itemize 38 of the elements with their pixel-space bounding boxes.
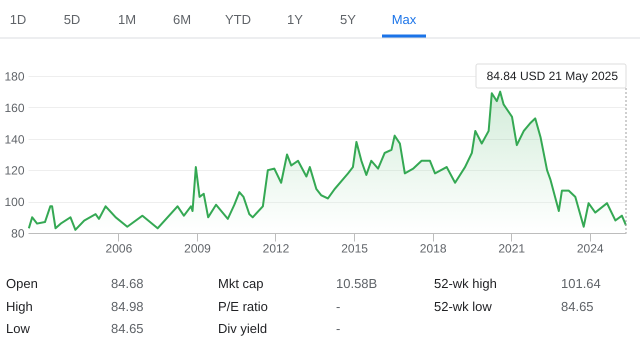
text: 10.58B: [336, 276, 378, 291]
x-tick-label: 2015: [341, 242, 368, 256]
text: -: [336, 299, 340, 314]
x-tick-label: 2024: [576, 242, 604, 256]
text: Div yield: [218, 321, 268, 336]
text: P/E ratio: [218, 299, 268, 314]
text: 84.65: [111, 321, 144, 336]
text: 6M: [172, 12, 192, 27]
y-tick-label: 80: [11, 226, 25, 240]
text: 101.64: [561, 276, 601, 291]
text: 52-wk high: [434, 276, 497, 291]
text: 52-wk low: [434, 299, 492, 314]
text: 84.68: [111, 276, 144, 291]
text: 84.65: [561, 299, 594, 314]
text: 1D: [10, 12, 26, 27]
y-tick-label: 100: [4, 195, 25, 210]
x-tick-label: 2021: [498, 242, 526, 256]
y-tick-label: 180: [4, 70, 25, 84]
text: 84.98: [111, 299, 144, 314]
text: Open: [6, 276, 38, 291]
text: 5Y: [340, 12, 356, 27]
ref-line-label: 84.84 USD 21 May 2025: [486, 69, 618, 83]
text: 1Y: [287, 12, 304, 27]
text: 1M: [118, 12, 136, 27]
x-tick-label: 2006: [106, 242, 133, 256]
text: -: [336, 321, 340, 336]
text: YTD: [225, 12, 251, 27]
text: Max: [392, 12, 417, 27]
x-tick-label: 2012: [262, 242, 290, 256]
y-tick-label: 120: [4, 164, 25, 178]
x-tick-label: 2018: [420, 242, 447, 256]
text: High: [6, 299, 33, 314]
text: 5D: [64, 12, 80, 27]
y-tick-label: 160: [4, 100, 25, 115]
x-tick-label: 2009: [184, 242, 212, 256]
text: Mkt cap: [218, 276, 264, 291]
y-tick-label: 140: [4, 132, 25, 146]
text: Low: [6, 321, 30, 336]
